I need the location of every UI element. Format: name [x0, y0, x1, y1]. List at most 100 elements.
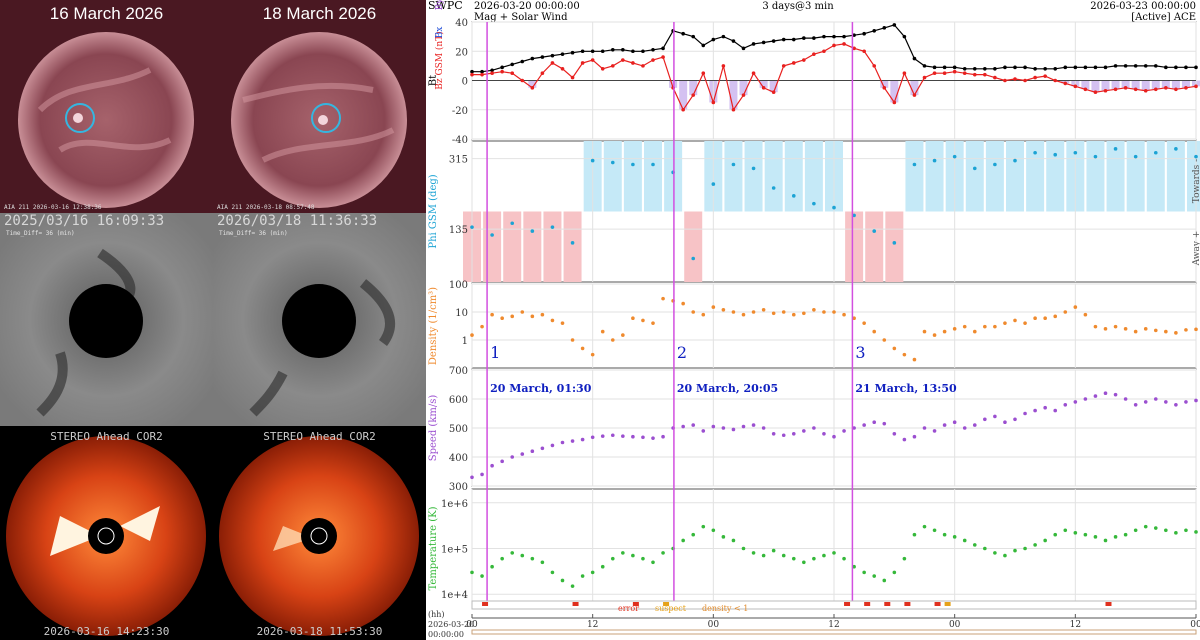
data-point-density: [510, 314, 515, 319]
data-point-speed: [560, 440, 565, 445]
data-point-density: [771, 311, 776, 316]
data-point-temperature: [952, 535, 957, 539]
phi-towards-fill: [1166, 141, 1185, 212]
lasco-timestamp: 2025/03/16 16:09:33: [4, 213, 165, 229]
y-tick-label: 1e+5: [441, 545, 468, 556]
data-point-speed: [882, 421, 887, 426]
data-point-phi: [1073, 150, 1078, 155]
quality-flag: [904, 602, 911, 606]
data-point-bt: [993, 67, 997, 71]
data-point-temperature: [1103, 538, 1108, 543]
data-point-temperature: [962, 538, 967, 543]
data-point-bt: [1093, 65, 1098, 70]
data-point-bz: [1093, 90, 1098, 94]
data-point-phi: [812, 201, 816, 206]
data-point-bz: [1143, 88, 1148, 93]
data-point-speed: [600, 434, 605, 438]
data-point-phi: [470, 225, 474, 229]
data-point-temperature: [791, 556, 796, 561]
data-point-bz: [1043, 74, 1047, 78]
data-point-bz: [580, 61, 585, 65]
bz-negative-fill: [1081, 80, 1090, 90]
data-point-bz: [872, 64, 877, 68]
data-point-temperature: [751, 551, 756, 555]
data-point-bt: [580, 49, 585, 54]
data-point-temperature: [590, 570, 595, 575]
data-point-temperature: [1153, 526, 1158, 530]
quality-legend-item: suspect: [655, 604, 687, 613]
data-point-speed: [691, 423, 696, 427]
data-point-speed: [480, 472, 484, 477]
data-point-density: [993, 324, 997, 329]
data-point-temperature: [580, 574, 585, 578]
data-point-speed: [1133, 403, 1138, 407]
data-point-density: [902, 352, 907, 357]
data-point-bz: [781, 64, 786, 68]
quality-flag: [844, 602, 851, 606]
bz-negative-fill: [1141, 80, 1150, 91]
y-tick-label: 500: [449, 424, 468, 435]
y-tick-label: 1e+6: [441, 499, 468, 510]
data-point-density: [1063, 310, 1068, 314]
data-point-temperature: [1013, 548, 1017, 553]
data-point-density: [952, 327, 957, 331]
data-point-bt: [771, 39, 776, 43]
data-point-phi: [1013, 158, 1017, 163]
event-label: 21 March, 13:50: [855, 382, 957, 395]
data-point-bt: [892, 23, 897, 27]
occulter-disk: [69, 284, 143, 358]
data-point-density: [580, 346, 585, 351]
cor2-image-march-18: STEREO Ahead COR2 2026-03-18 11:53:30: [213, 426, 426, 640]
phi-towards-fill: [784, 141, 803, 212]
data-point-bt: [681, 31, 685, 36]
quality-flag: [482, 602, 489, 606]
quality-flag: [663, 602, 670, 606]
data-point-density: [1003, 321, 1007, 325]
cor2-caption: STEREO Ahead COR2: [50, 430, 163, 443]
data-point-density: [631, 316, 635, 321]
phi-towards-fill: [1126, 141, 1145, 212]
data-point-bz: [882, 86, 887, 90]
time-tick-label: 12: [587, 620, 598, 630]
data-point-bz: [1033, 75, 1037, 80]
y-axis-label: Phi GSM (deg): [428, 174, 439, 248]
data-point-bt: [972, 67, 977, 71]
data-point-density: [1123, 327, 1128, 331]
data-point-bz: [641, 64, 645, 68]
data-point-temperature: [1043, 538, 1047, 543]
phi-away-fill: [885, 211, 904, 282]
header-source: SWPC: [428, 0, 463, 12]
data-point-speed: [1073, 400, 1078, 404]
data-point-density: [711, 305, 716, 309]
data-point-bt: [1103, 65, 1108, 70]
data-point-bt: [540, 55, 545, 59]
data-point-density: [1093, 324, 1098, 329]
data-point-bz: [530, 86, 535, 90]
data-point-temperature: [631, 553, 635, 558]
data-point-density: [972, 329, 977, 334]
data-point-density: [610, 338, 615, 342]
data-point-bz: [1153, 87, 1158, 92]
event-label: 20 March, 01:30: [490, 382, 592, 395]
data-point-temperature: [922, 524, 927, 529]
data-point-bz: [701, 71, 706, 75]
quality-flag: [632, 602, 639, 606]
data-point-temperature: [540, 560, 545, 565]
phi-towards-fill: [1106, 141, 1125, 212]
data-point-density: [1113, 324, 1118, 329]
phi-towards-fill: [1006, 141, 1024, 212]
data-point-phi: [510, 221, 515, 226]
data-point-bt: [1053, 67, 1058, 71]
data-point-speed: [1103, 391, 1108, 396]
header-status: [Active] ACE: [1131, 12, 1196, 23]
time-date-label: 2026-03-20: [428, 620, 474, 629]
quality-strip: [471, 600, 1197, 610]
data-point-bz: [600, 67, 605, 71]
data-point-density: [912, 357, 917, 362]
data-point-temperature: [852, 564, 856, 569]
data-point-bt: [962, 67, 967, 71]
data-point-density: [932, 333, 937, 337]
data-point-density: [802, 311, 806, 316]
data-point-phi: [590, 158, 595, 163]
data-point-temperature: [912, 532, 917, 537]
